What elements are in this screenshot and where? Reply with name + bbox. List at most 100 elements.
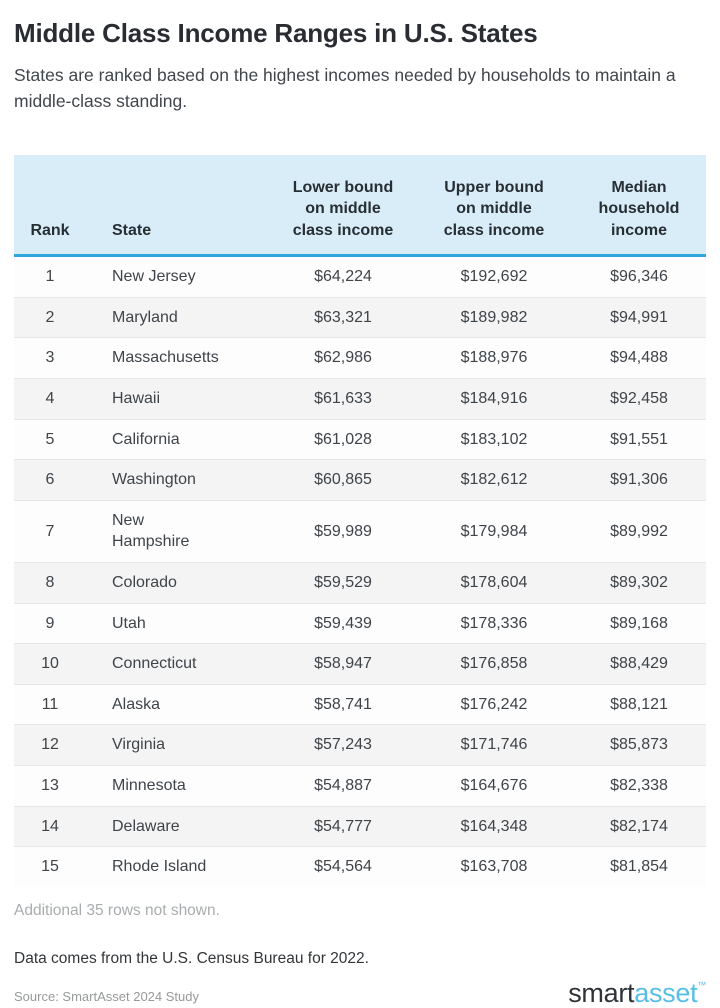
table-row: 13 Minnesota $54,887 $164,676 $82,338	[14, 765, 706, 807]
state-cell: New Jersey	[86, 256, 270, 298]
table-row: 7 New Hampshire $59,989 $179,984 $89,992	[14, 499, 706, 563]
upper-bound-cell: $176,242	[416, 683, 572, 725]
income-table: Rank State Lower bound on middle class i…	[14, 154, 706, 887]
table-row: 4 Hawaii $61,633 $184,916 $92,458	[14, 378, 706, 420]
upper-bound-cell: $171,746	[416, 724, 572, 766]
upper-bound-cell: $164,676	[416, 765, 572, 807]
state-cell: Connecticut	[86, 643, 270, 685]
lower-bound-cell: $59,989	[270, 499, 416, 563]
smartasset-logo: smartasset™	[568, 977, 706, 1008]
lower-bound-cell: $54,887	[270, 765, 416, 807]
column-header-state: State	[86, 154, 270, 258]
lower-bound-cell: $54,777	[270, 805, 416, 847]
state-cell: Washington	[86, 459, 270, 501]
table-row: 12 Virginia $57,243 $171,746 $85,873	[14, 724, 706, 766]
rank-cell: 1	[45, 268, 55, 286]
state-name: Massachusetts	[112, 349, 219, 367]
lower-bound-cell: $64,224	[314, 268, 372, 286]
state-name: Virginia	[112, 736, 166, 754]
lower-bound-cell: $60,865	[270, 459, 416, 501]
median-income-cell: $85,873	[572, 724, 706, 766]
data-source-note: Data comes from the U.S. Census Bureau f…	[14, 949, 369, 967]
page-subtitle: States are ranked based on the highest i…	[14, 65, 676, 112]
column-header-median-income: Median household income	[572, 154, 706, 258]
rank-cell: 13	[14, 765, 86, 807]
state-name: New Jersey	[112, 268, 196, 286]
column-header-rank: Rank	[14, 154, 86, 258]
table-row: 1 New Jersey $64,224 $192,692 $96,346	[14, 255, 706, 298]
upper-bound-cell: $183,102	[416, 418, 572, 460]
rank-cell: 3	[14, 337, 86, 379]
upper-bound-cell: $178,604	[416, 562, 572, 604]
upper-bound-cell: $179,984	[416, 499, 572, 563]
column-header-upper-bound: Upper bound on middle class income	[416, 154, 572, 258]
upper-bound-cell: $182,612	[416, 459, 572, 501]
lower-bound-cell: $59,529	[270, 562, 416, 604]
median-income-cell: $91,551	[572, 418, 706, 460]
rank-cell: 5	[14, 418, 86, 460]
state-name: California	[112, 430, 180, 448]
upper-bound-cell: $188,976	[416, 337, 572, 379]
rank-cell: 4	[14, 378, 86, 420]
median-income-cell: $82,338	[572, 765, 706, 807]
state-name: Colorado	[112, 574, 177, 592]
rank-cell: 14	[14, 805, 86, 847]
state-cell: Rhode Island	[86, 846, 270, 887]
state-cell: Virginia	[86, 724, 270, 766]
state-cell: Massachusetts	[86, 337, 270, 379]
lower-bound-cell: $63,321	[270, 296, 416, 338]
state-cell: Minnesota	[86, 765, 270, 807]
table-body: 1 New Jersey $64,224 $192,692 $96,346 2 …	[14, 255, 706, 887]
median-income-cell: $89,992	[572, 499, 706, 563]
upper-bound-cell: $176,858	[416, 643, 572, 685]
state-name: Rhode Island	[112, 858, 207, 876]
table-row: 5 California $61,028 $183,102 $91,551	[14, 418, 706, 460]
median-income-cell: $94,488	[572, 337, 706, 379]
rank-cell: 10	[14, 643, 86, 685]
median-income-cell: $89,168	[572, 602, 706, 644]
table-row: 15 Rhode Island $54,564 $163,708 $81,854	[14, 846, 706, 887]
lower-bound-cell: $62,986	[270, 337, 416, 379]
state-cell: Colorado	[86, 562, 270, 604]
lower-bound-cell: $61,028	[270, 418, 416, 460]
column-header-lower-bound: Lower bound on middle class income	[270, 154, 416, 258]
table-header: Rank State Lower bound on middle class i…	[14, 154, 706, 258]
rank-cell: 11	[14, 683, 86, 725]
table-row: 10 Connecticut $58,947 $176,858 $88,429	[14, 643, 706, 685]
state-name: New Hampshire	[112, 511, 190, 551]
lower-bound-cell: $58,741	[270, 683, 416, 725]
median-income-cell: $82,174	[572, 805, 706, 847]
rank-cell: 6	[14, 459, 86, 501]
upper-bound-cell: $189,982	[416, 296, 572, 338]
rank-cell: 15	[14, 846, 86, 887]
trademark-symbol: ™	[697, 979, 706, 990]
state-cell: Utah	[86, 602, 270, 644]
median-income-cell: $96,346	[610, 268, 668, 286]
state-name: Delaware	[112, 817, 180, 835]
state-name: Hawaii	[112, 390, 161, 408]
median-income-cell: $88,429	[572, 643, 706, 685]
median-income-cell: $91,306	[572, 459, 706, 501]
lower-bound-cell: $59,439	[270, 602, 416, 644]
lower-bound-cell: $57,243	[270, 724, 416, 766]
state-name: Alaska	[112, 695, 161, 713]
rank-cell: 9	[14, 602, 86, 644]
table-row: 14 Delaware $54,777 $164,348 $82,174	[14, 805, 706, 847]
lower-bound-cell: $58,947	[270, 643, 416, 685]
state-name: Maryland	[112, 308, 178, 326]
upper-bound-cell: $192,692	[460, 268, 528, 286]
page-title: Middle Class Income Ranges in U.S. State…	[14, 18, 538, 48]
upper-bound-cell: $184,916	[416, 378, 572, 420]
rank-cell: 12	[14, 724, 86, 766]
upper-bound-cell: $164,348	[416, 805, 572, 847]
state-cell: California	[86, 418, 270, 460]
state-name: Utah	[112, 614, 146, 632]
rank-cell: 7	[14, 499, 86, 563]
state-cell: Maryland	[86, 296, 270, 338]
state-name: Washington	[112, 471, 196, 489]
upper-bound-cell: $178,336	[416, 602, 572, 644]
median-income-cell: $92,458	[572, 378, 706, 420]
footer: Source: SmartAsset 2024 Study smartasset…	[14, 977, 706, 1008]
header-row: Rank State Lower bound on middle class i…	[14, 154, 706, 258]
